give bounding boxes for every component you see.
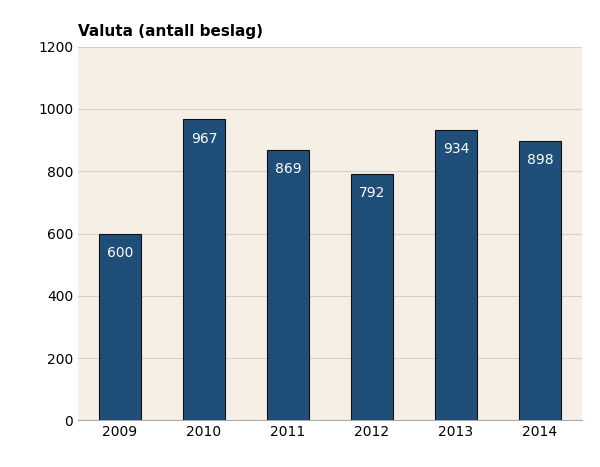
Text: 967: 967	[191, 132, 217, 146]
Bar	[435, 129, 477, 420]
Bar	[183, 119, 225, 420]
Text: 934: 934	[443, 142, 469, 156]
Bar	[351, 174, 393, 420]
Bar	[519, 141, 561, 420]
Bar	[267, 150, 309, 420]
Bar	[99, 234, 141, 420]
Text: 898: 898	[527, 153, 553, 167]
Text: 869: 869	[275, 162, 301, 176]
Text: 600: 600	[107, 246, 133, 260]
Text: Valuta (antall beslag): Valuta (antall beslag)	[78, 24, 263, 39]
Text: 792: 792	[359, 186, 385, 200]
